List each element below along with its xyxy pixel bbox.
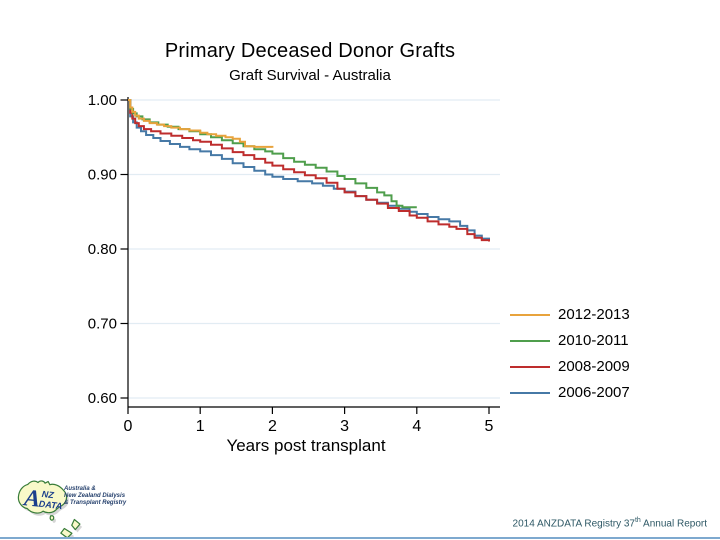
legend-label: 2012-2013 <box>558 306 630 323</box>
logo-caption: Australia & New Zealand Dialysis & Trans… <box>64 486 126 507</box>
logo-nz-north-island <box>71 518 81 531</box>
legend-item-2012-2013: 2012-2013 <box>510 306 630 323</box>
chart-title: Primary Deceased Donor Grafts <box>164 40 456 62</box>
report-credit-prefix: 2014 ANZDATA Registry 37 <box>512 518 635 530</box>
bottom-border <box>0 537 720 539</box>
x-axis-title: Years post transplant <box>226 436 386 455</box>
report-credit-suffix: Annual Report <box>640 518 707 530</box>
logo-letter-a: A <box>21 485 42 513</box>
legend-item-2006-2007: 2006-2007 <box>510 384 630 401</box>
chart-legend: 2012-2013 2010-2011 2008-2009 2006-2007 <box>510 306 630 401</box>
x-tick-label: 4 <box>412 418 421 435</box>
legend-label: 2006-2007 <box>558 384 630 401</box>
logo-australia-map <box>17 480 68 514</box>
legend-label: 2010-2011 <box>558 332 629 349</box>
legend-line-swatch <box>510 391 550 394</box>
x-tick-label: 0 <box>124 418 133 435</box>
legend-label: 2008-2009 <box>558 358 630 375</box>
x-tick-label: 2 <box>268 418 277 435</box>
logo-letters-nz: NZ <box>41 489 54 500</box>
y-tick-label: 0.80 <box>88 241 117 258</box>
series-2012-2013 <box>128 99 274 148</box>
logo-caption-line: Australia & <box>64 486 96 492</box>
legend-line-swatch <box>510 339 550 342</box>
legend-item-2008-2009: 2008-2009 <box>510 358 630 375</box>
logo-caption-line: & Transplant Registry <box>64 500 127 506</box>
series-2006-2007 <box>128 99 490 241</box>
y-tick-label: 0.60 <box>88 390 117 407</box>
x-tick-label: 5 <box>485 418 494 435</box>
logo-caption-line: New Zealand Dialysis <box>64 493 126 499</box>
series-2008-2009 <box>128 99 490 242</box>
y-tick-label: 1.00 <box>88 92 117 109</box>
y-tick-label: 0.70 <box>88 316 117 333</box>
anzdata-logo: A NZ DATA <box>17 480 83 538</box>
x-tick-label: 1 <box>196 418 205 435</box>
report-credit-sup: th <box>634 517 641 524</box>
anzdata-logo-map: A NZ DATA <box>17 480 83 538</box>
legend-item-2010-2011: 2010-2011 <box>510 332 630 349</box>
chart-subtitle: Graft Survival - Australia <box>229 67 391 84</box>
logo-letters-data: DATA <box>38 499 63 511</box>
x-tick-label: 3 <box>340 418 349 435</box>
survival-chart: 1.00 0.90 0.80 0.70 0.60 0 1 2 3 4 5 <box>88 92 500 435</box>
series-2010-2011 <box>128 99 417 209</box>
logo-tasmania <box>49 515 55 521</box>
legend-line-swatch <box>510 313 550 316</box>
legend-line-swatch <box>510 365 550 368</box>
y-tick-label: 0.90 <box>88 167 117 184</box>
report-credit: 2014 ANZDATA Registry 37th Annual Report <box>513 517 707 529</box>
